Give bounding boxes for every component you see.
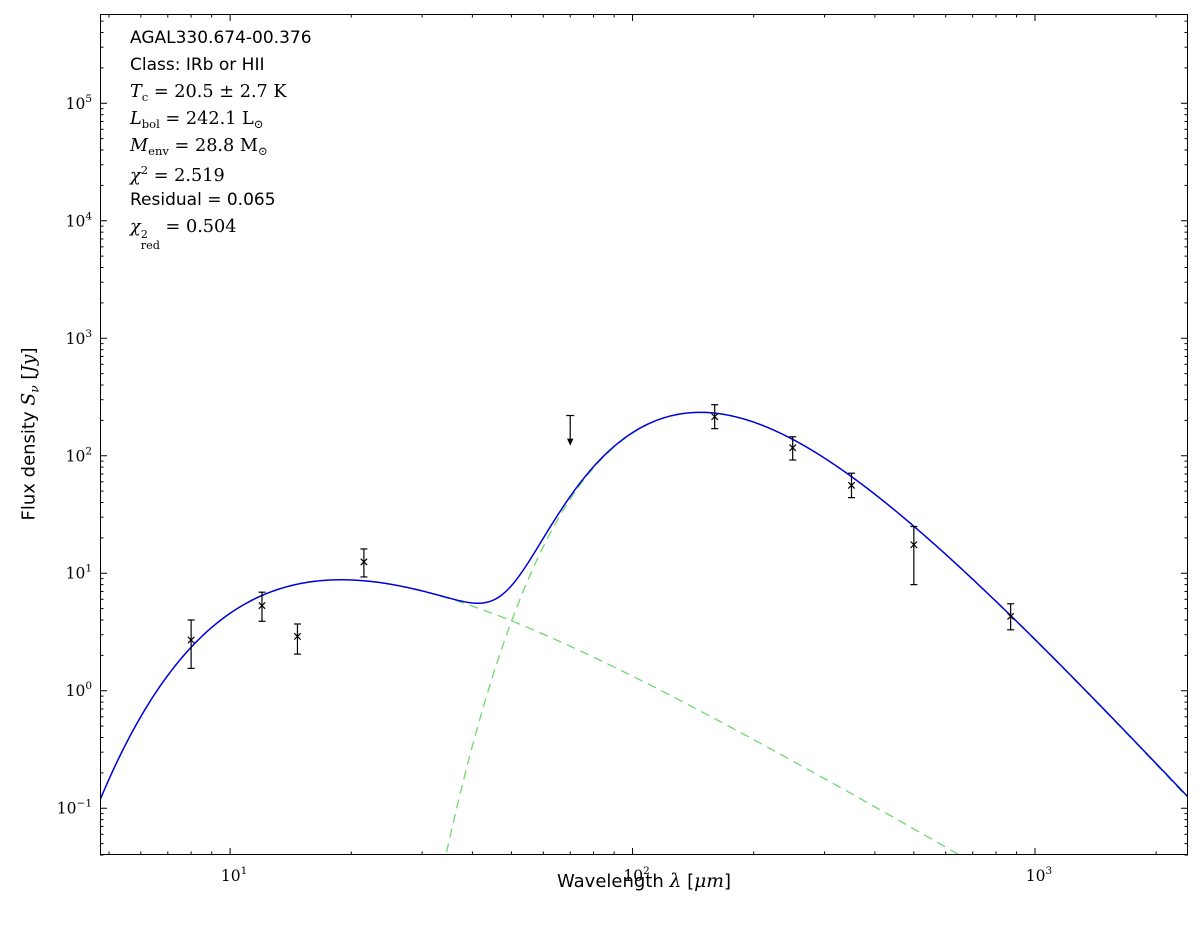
text-segment: = 2.519 [148,166,225,186]
annotation-line: Tc = 20.5 ± 2.7 K [130,82,312,109]
text-segment: L [130,109,142,129]
x-axis-label: Wavelength λ [μm] [100,871,1188,892]
data-point [566,414,575,446]
tick-label: 105 [66,93,92,113]
data-point [187,619,195,669]
text-segment: T [130,82,142,102]
text-segment: = 0.504 [159,217,237,237]
data-point [258,591,266,622]
text-segment: ⊙ [253,117,264,131]
tick-label: 10−1 [57,798,92,818]
text-segment: χ [130,217,141,237]
tick-label: 100 [66,680,92,700]
text-segment: ν [27,385,42,393]
data-point [910,525,918,586]
x-marker [258,602,266,610]
annotation-line: χ2 = 2.519 [130,163,312,190]
sum-model-curve [100,411,1188,801]
annotation-line: χ 2 red = 0.504 [130,217,312,251]
subscript: red [140,239,160,252]
text-segment: [ [18,372,40,386]
text-segment: μm [694,871,724,892]
text-segment: Residual = 0.065 [130,190,276,210]
data-point [789,436,797,461]
text-segment: env [148,144,169,158]
x-marker [910,541,918,549]
text-segment: λ [669,871,682,892]
data-point [847,472,856,499]
plot-frame [100,14,1188,855]
x-marker [187,636,195,644]
text-segment: M [130,136,149,156]
text-segment: ] [723,871,732,892]
data-point [360,548,368,578]
tick-label: 101 [66,563,92,583]
annotation-line: AGAL330.674-00.376 [130,28,312,55]
axis-ticks [100,14,1188,856]
annotation-line: Menv = 28.8 M⊙ [130,136,312,163]
text-segment: Jy [18,354,40,373]
model-curves [100,411,1188,855]
text-segment: S [18,392,40,406]
y-axis-label: Flux density Sν [Jy] [19,348,42,521]
tick-label: 103 [66,328,92,348]
text-segment: Class: IRb or HII [130,55,265,75]
annotation-box: AGAL330.674-00.376 Class: IRb or HII Tc = … [130,28,312,251]
text-segment: [ [681,871,695,892]
tick-label: 101 [221,865,247,885]
x-marker [293,632,302,641]
annotation-line: Residual = 0.065 [130,190,312,217]
text-segment: = 20.5 ± 2.7 K [148,82,287,102]
x-marker [360,558,368,566]
tick-label: 102 [623,865,649,885]
text-segment: ] [18,347,40,355]
down-arrow-icon [567,438,574,446]
tick-label: 104 [66,210,93,230]
data-points [187,404,1015,669]
superscript: 2 [140,228,148,241]
data-point [1007,603,1015,631]
text-segment: χ [130,166,141,186]
text-segment: Flux density [18,405,40,521]
data-point [293,623,302,655]
text-segment: = 28.8 M [168,136,259,156]
text-segment: Wavelength [556,871,670,892]
text-segment: ⊙ [258,144,268,158]
text-segment: c [141,90,149,104]
annotation-line: Lbol = 242.1 L⊙ [130,109,312,136]
x-marker [711,413,719,421]
x-marker [847,481,856,489]
x-marker [1007,612,1015,620]
tick-labels: 101 102 103 10−1 100 101 102 103 104 105 [57,93,1052,885]
annotation-line: Class: IRb or HII [130,55,312,82]
tick-label: 103 [1026,865,1052,885]
text-segment: = 242.1 L [159,109,254,129]
text-segment: AGAL330.674-00.376 [130,28,312,48]
tick-label: 102 [66,445,92,465]
x-marker [789,444,797,452]
data-point [711,404,719,430]
text-segment: bol [141,117,160,131]
text-segment: 2 [140,163,149,177]
math-supsub: 2 red [141,229,160,251]
